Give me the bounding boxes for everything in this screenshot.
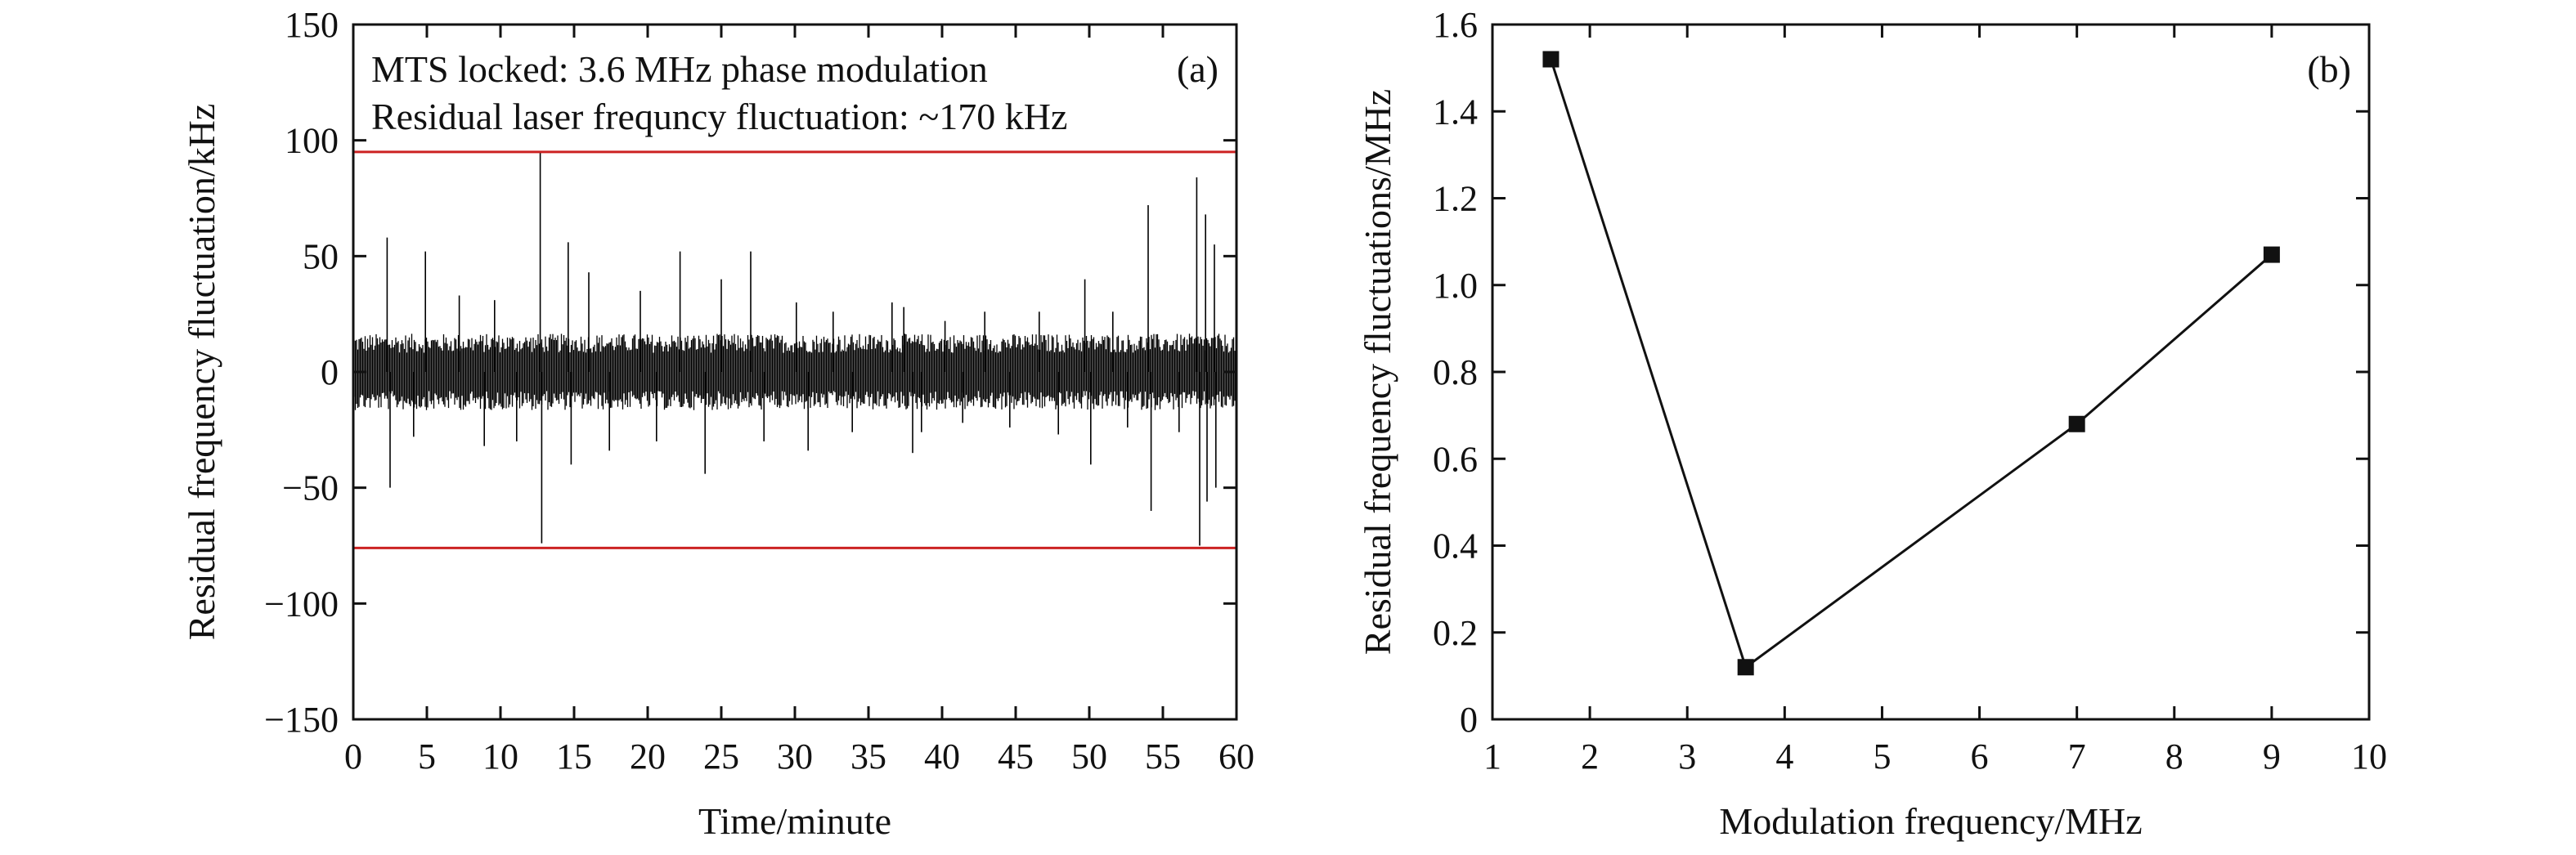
panel-b-x-ticks: 1 2 3 4 5 6 7 8 9 10	[1483, 25, 2387, 777]
panel-b-modulation-scan: 1 2 3 4 5 6 7 8 9 10 0 0.2 0.4 0.6 0.8 1.0 1.2 1.4 1.6 (b…	[1357, 5, 2387, 842]
panel-b-x-tick-label: 2	[1581, 736, 1599, 777]
panel-b-y-tick-label: 0.8	[1433, 352, 1478, 392]
panel-a-x-tick-label: 5	[418, 736, 436, 777]
panel-a-y-tick-label: −100	[264, 584, 339, 624]
panel-b-y-tick-label: 0	[1460, 700, 1478, 740]
panel-a-x-ticks: 0 5 10 15 20 25 30 35 40 45 50 55 60	[344, 25, 1254, 777]
panel-a-y-tick-label: 0	[321, 352, 339, 392]
panel-b-x-tick-label: 8	[2165, 736, 2183, 777]
panel-a-y-ticks: −150 −100 −50 0 50 100 150	[264, 5, 1236, 740]
panel-b-y-tick-label: 1.0	[1433, 266, 1478, 306]
panel-a-y-axis-label: Residual frequency fluctuation/kHz	[181, 104, 222, 641]
panel-a-x-tick-label: 60	[1218, 736, 1254, 777]
data-point-marker	[1542, 51, 1560, 68]
panel-b-y-tick-label: 0.2	[1433, 613, 1478, 653]
panel-b-x-tick-label: 5	[1873, 736, 1891, 777]
panel-a-x-axis-label: Time/minute	[698, 800, 891, 842]
panel-a-y-tick-label: 150	[285, 5, 339, 45]
panel-a-y-tick-label: 50	[303, 236, 339, 276]
panel-b-x-axis-label: Modulation frequency/MHz	[1719, 800, 2142, 842]
panel-a-label: (a)	[1177, 48, 1218, 90]
panel-b-y-tick-label: 1.4	[1433, 92, 1478, 132]
data-point-marker	[1737, 659, 1754, 676]
panel-b-y-tick-label: 1.2	[1433, 179, 1478, 219]
fluctuation-series-line	[1550, 59, 2273, 669]
panel-a-x-tick-label: 50	[1071, 736, 1107, 777]
noise-spikes	[386, 151, 1217, 546]
data-point-marker	[2068, 415, 2085, 432]
panel-a-y-tick-label: 100	[285, 121, 339, 161]
panel-a-x-tick-label: 30	[777, 736, 813, 777]
panel-a-x-tick-label: 15	[556, 736, 592, 777]
panel-b-x-tick-label: 6	[1971, 736, 1989, 777]
annotation-modulation: MTS locked: 3.6 MHz phase modulation	[371, 48, 988, 90]
panel-b-x-tick-label: 7	[2068, 736, 2086, 777]
annotation-residual: Residual laser frequncy fluctuation: ~17…	[371, 96, 1067, 137]
panel-b-label: (b)	[2307, 48, 2351, 90]
panel-a-x-tick-label: 40	[924, 736, 960, 777]
panel-b-y-tick-label: 0.4	[1433, 526, 1478, 566]
panel-b-y-ticks: 0 0.2 0.4 0.6 0.8 1.0 1.2 1.4 1.6	[1433, 5, 2369, 740]
panel-a-x-tick-label: 20	[630, 736, 666, 777]
panel-b-x-tick-label: 9	[2263, 736, 2281, 777]
panel-a-x-tick-label: 0	[344, 736, 362, 777]
panel-b-y-tick-label: 1.6	[1433, 5, 1478, 45]
panel-b-y-tick-label: 0.6	[1433, 439, 1478, 479]
panel-a-x-tick-label: 55	[1145, 736, 1181, 777]
panel-b-plot-frame	[1491, 23, 2371, 721]
panel-a-time-series: 0 5 10 15 20 25 30 35 40 45 50 55 60 −150 −100 −50 0 50 1…	[181, 5, 1254, 842]
panel-b-x-tick-label: 3	[1678, 736, 1696, 777]
panel-b-x-tick-label: 10	[2351, 736, 2387, 777]
data-point-marker	[2263, 246, 2280, 263]
panel-a-x-tick-label: 10	[482, 736, 518, 777]
noise-trace	[353, 333, 1236, 410]
panel-b-x-tick-label: 1	[1483, 736, 1501, 777]
panel-a-x-tick-label: 25	[703, 736, 739, 777]
panel-a-x-tick-label: 35	[850, 736, 886, 777]
panel-a-y-tick-label: −50	[282, 468, 339, 508]
panel-b-y-axis-label: Residual frequency fluctuations/MHz	[1357, 89, 1398, 655]
panel-a-y-tick-label: −150	[264, 700, 339, 740]
panel-b-x-tick-label: 4	[1775, 736, 1793, 777]
panel-a-x-tick-label: 45	[998, 736, 1034, 777]
fluctuation-series-markers	[1542, 51, 2280, 676]
